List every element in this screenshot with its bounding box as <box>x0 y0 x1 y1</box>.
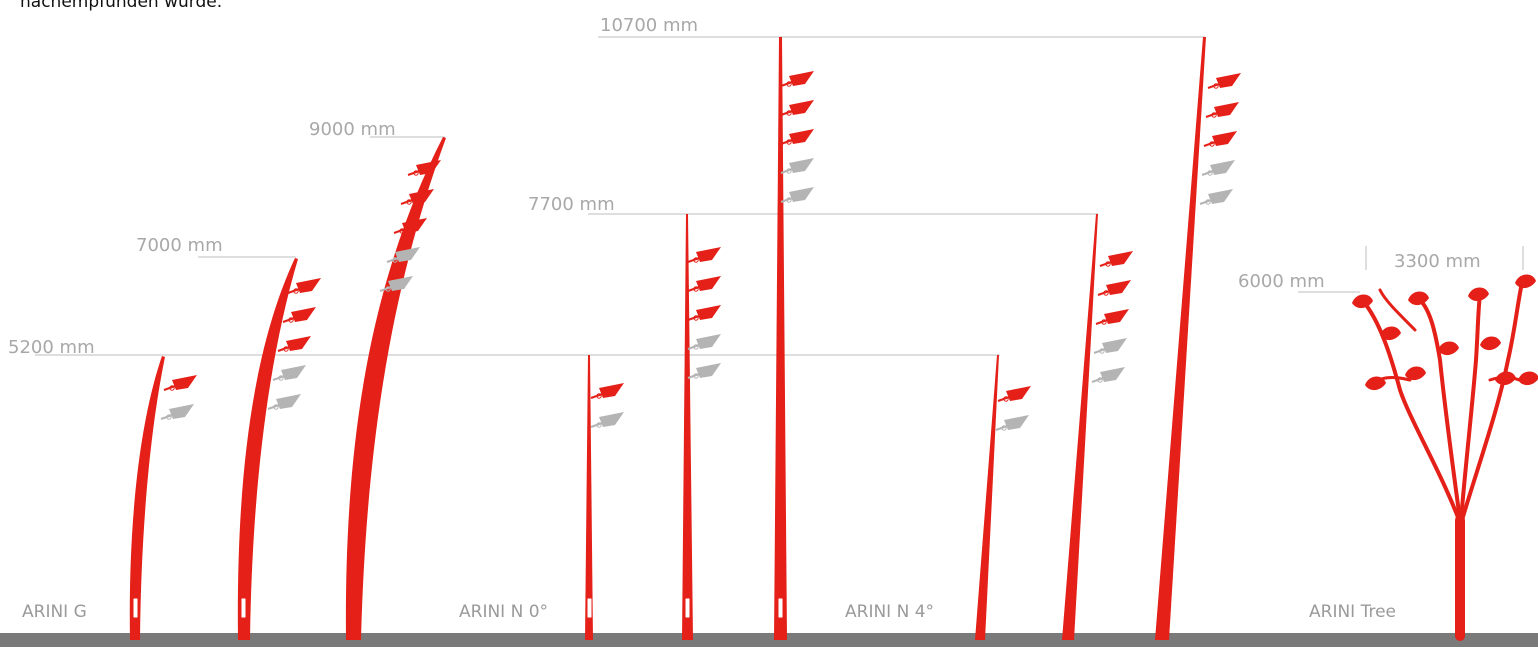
pole-arini-g-7000 <box>237 258 298 640</box>
spotlight-inactive <box>386 247 420 263</box>
poles-group <box>129 37 1206 640</box>
spotlight-inactive <box>780 187 814 203</box>
spotlight-active <box>687 247 721 263</box>
family-label-arini-tree: ARINI Tree <box>1309 602 1396 622</box>
pole-arini-n0-5200 <box>585 355 593 640</box>
service-door <box>684 597 691 619</box>
spotlight-active <box>687 276 721 292</box>
spotlight-inactive <box>590 412 624 428</box>
family-label-arini-n0: ARINI N 0° <box>459 602 548 622</box>
height-label-6000: 6000 mm <box>1238 271 1325 292</box>
height-label-9000: 9000 mm <box>309 119 396 140</box>
spotlight-active <box>590 383 624 399</box>
tree-branch <box>1459 293 1482 522</box>
spotlight-inactive <box>780 158 814 174</box>
spotlight-inactive <box>160 404 194 420</box>
spotlight-active <box>1095 309 1129 325</box>
family-label-arini-g: ARINI G <box>22 602 87 622</box>
tree-luminaire <box>1380 326 1401 341</box>
spotlight-active <box>780 71 814 87</box>
tree-luminaire <box>1365 376 1386 391</box>
pole-arini-n4-5200 <box>975 355 999 640</box>
tree-luminaire <box>1468 287 1489 302</box>
spotlight-inactive <box>1091 367 1125 383</box>
tree-luminaire <box>1405 366 1426 381</box>
tree-luminaire <box>1352 294 1373 309</box>
pole-arini-g-9000 <box>345 137 446 640</box>
spotlight-inactive <box>687 363 721 379</box>
height-label-10700: 10700 mm <box>600 15 698 36</box>
service-doors <box>132 597 784 619</box>
pole-arini-n4-7700 <box>1062 214 1098 640</box>
tree-luminaire <box>1438 341 1459 356</box>
spotlight-active <box>277 336 311 352</box>
tree-branch <box>1360 298 1461 522</box>
spotlight-active <box>400 189 434 205</box>
spotlight-inactive <box>272 365 306 381</box>
spotlight-active <box>1099 251 1133 267</box>
spotlight-active <box>1207 73 1241 89</box>
spotlight-active <box>997 386 1031 402</box>
intro-text: nachempfunden wurde. <box>20 0 223 12</box>
spotlight-inactive <box>995 415 1029 431</box>
spotlight-active <box>163 375 197 391</box>
height-label-5200: 5200 mm <box>8 337 95 358</box>
height-label-7700: 7700 mm <box>528 194 615 215</box>
pole-arini-n4-10700 <box>1155 37 1206 640</box>
service-door <box>777 597 784 619</box>
spotlight-inactive <box>687 334 721 350</box>
spotlight-active <box>1205 102 1239 118</box>
spotlight-active <box>287 278 321 294</box>
tree-branch <box>1378 288 1417 332</box>
height-label-7000: 7000 mm <box>136 235 223 256</box>
pole-arini-n0-10700 <box>774 37 787 640</box>
service-door <box>132 597 139 619</box>
spotlight-inactive <box>1199 189 1233 205</box>
width-label-3300: 3300 mm <box>1394 251 1481 272</box>
spotlight-active <box>282 307 316 323</box>
spotlight-inactive <box>267 394 301 410</box>
tree-luminaire <box>1515 274 1536 289</box>
tree-luminaire <box>1518 371 1538 385</box>
spotlight-active <box>393 218 427 234</box>
spotlight-inactive <box>379 276 413 292</box>
spotlight-active <box>407 160 441 176</box>
family-label-arini-n4: ARINI N 4° <box>845 602 934 622</box>
spotlight-active <box>687 305 721 321</box>
service-door <box>586 597 593 619</box>
pole-arini-g-5200 <box>129 356 165 640</box>
spotlight-inactive <box>1093 338 1127 354</box>
spotlight-active <box>1097 280 1131 296</box>
tree-luminaires <box>1352 274 1538 391</box>
tree-luminaire <box>1480 336 1501 351</box>
spotlight-inactive <box>1201 160 1235 176</box>
tree-branch <box>1418 298 1462 522</box>
spotlights-group <box>160 71 1241 431</box>
ground-bar <box>0 633 1538 647</box>
service-door <box>240 597 247 619</box>
tree-luminaire <box>1408 291 1429 306</box>
tree-luminaire <box>1495 371 1516 386</box>
spotlight-active <box>780 100 814 116</box>
spotlight-active <box>1203 131 1237 147</box>
pole-arini-n0-7700 <box>682 214 693 640</box>
spotlight-active <box>780 129 814 145</box>
